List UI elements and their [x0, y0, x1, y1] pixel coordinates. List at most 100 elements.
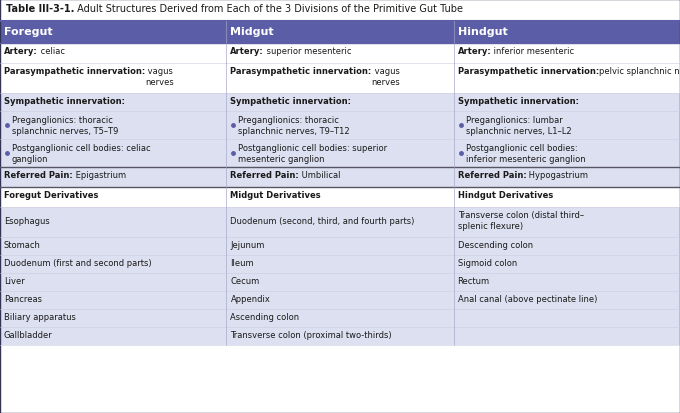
Text: Umbilical: Umbilical [299, 171, 341, 180]
Text: Referred Pain:: Referred Pain: [4, 171, 73, 180]
Text: Midgut Derivatives: Midgut Derivatives [231, 191, 321, 200]
Bar [0, 112, 226, 140]
Text: Jejunum: Jejunum [231, 240, 265, 249]
Bar [454, 168, 680, 188]
Text: vagus
nerves: vagus nerves [372, 67, 401, 87]
Bar [226, 291, 454, 309]
Bar [226, 64, 454, 94]
Text: Hindgut: Hindgut [458, 27, 507, 37]
Text: Foregut Derivatives: Foregut Derivatives [4, 191, 99, 200]
Bar [226, 327, 454, 345]
Bar [0, 291, 226, 309]
Text: Adult Structures Derived from Each of the 3 Divisions of the Primitive Gut Tube: Adult Structures Derived from Each of th… [74, 4, 463, 14]
Bar [226, 309, 454, 327]
Bar [226, 255, 454, 273]
Text: Preganglionics: thoracic
splanchnic nerves, T5–T9: Preganglionics: thoracic splanchnic nerv… [12, 116, 118, 136]
Text: Referred Pain:: Referred Pain: [231, 171, 299, 180]
Bar [0, 94, 226, 112]
Text: Sympathetic innervation:: Sympathetic innervation: [4, 96, 125, 105]
Text: Preganglionics: thoracic
splanchnic nerves, T9–T12: Preganglionics: thoracic splanchnic nerv… [239, 116, 350, 136]
Text: Ileum: Ileum [231, 258, 254, 267]
Text: Artery:: Artery: [458, 47, 492, 56]
Bar [226, 112, 454, 140]
Bar [454, 22, 680, 44]
Text: Pancreas: Pancreas [4, 294, 42, 303]
Text: Stomach: Stomach [4, 240, 41, 249]
Text: inferior mesenteric: inferior mesenteric [492, 47, 575, 56]
Bar [0, 22, 226, 44]
Bar [226, 188, 454, 207]
Text: vagus
nerves: vagus nerves [146, 67, 174, 87]
Bar [0, 140, 226, 168]
Text: Hindgut Derivatives: Hindgut Derivatives [458, 191, 553, 200]
Text: Sigmoid colon: Sigmoid colon [458, 258, 517, 267]
Text: Transverse colon (proximal two-thirds): Transverse colon (proximal two-thirds) [231, 330, 392, 339]
Bar [226, 168, 454, 188]
Bar [0, 168, 226, 188]
Bar [0, 273, 226, 291]
Bar [226, 94, 454, 112]
Text: Referred Pain:: Referred Pain: [458, 171, 526, 180]
Bar [226, 140, 454, 168]
Bar [226, 207, 454, 237]
Bar [454, 273, 680, 291]
Text: superior mesenteric: superior mesenteric [265, 47, 352, 56]
Bar [454, 112, 680, 140]
Text: Rectum: Rectum [458, 276, 490, 285]
Text: Biliary apparatus: Biliary apparatus [4, 312, 76, 321]
Bar [0, 0, 680, 22]
Text: Postganglionic cell bodies: superior
mesenteric ganglion: Postganglionic cell bodies: superior mes… [239, 144, 388, 164]
Text: Ascending colon: Ascending colon [231, 312, 300, 321]
Text: Descending colon: Descending colon [458, 240, 532, 249]
Text: Duodenum (first and second parts): Duodenum (first and second parts) [4, 258, 152, 267]
Text: Esophagus: Esophagus [4, 216, 50, 225]
Bar [0, 188, 226, 207]
Text: Hypogastrium: Hypogastrium [526, 171, 588, 180]
Text: Appendix: Appendix [231, 294, 271, 303]
Bar [454, 207, 680, 237]
Text: Preganglionics: lumbar
splanchnic nerves, L1–L2: Preganglionics: lumbar splanchnic nerves… [466, 116, 571, 136]
Text: celiac: celiac [38, 47, 65, 56]
Text: Epigastrium: Epigastrium [73, 171, 126, 180]
Bar [0, 64, 226, 94]
Bar [454, 291, 680, 309]
Text: Parasympathetic innervation:: Parasympathetic innervation: [4, 67, 146, 76]
Text: Gallbladder: Gallbladder [4, 330, 53, 339]
Text: Cecum: Cecum [231, 276, 260, 285]
Text: Parasympathetic innervation:: Parasympathetic innervation: [458, 67, 599, 87]
Bar [0, 327, 226, 345]
Bar [454, 44, 680, 64]
Text: Parasympathetic innervation:: Parasympathetic innervation: [231, 67, 372, 76]
Text: Sympathetic innervation:: Sympathetic innervation: [231, 96, 352, 105]
Bar [226, 44, 454, 64]
Bar [454, 237, 680, 255]
Text: Artery:: Artery: [231, 47, 265, 56]
Bar [454, 64, 680, 94]
Text: Liver: Liver [4, 276, 24, 285]
Bar [0, 309, 226, 327]
Bar [226, 237, 454, 255]
Text: Transverse colon (distal third–
splenic flexure): Transverse colon (distal third– splenic … [458, 211, 583, 230]
Text: Table III-3-1.: Table III-3-1. [6, 4, 74, 14]
Text: Artery:: Artery: [4, 47, 38, 56]
Bar [454, 188, 680, 207]
Bar [454, 140, 680, 168]
Bar [0, 44, 226, 64]
Bar [454, 255, 680, 273]
Text: Postganglionic cell bodies:
inferior mesenteric ganglion: Postganglionic cell bodies: inferior mes… [466, 144, 585, 164]
Text: Duodenum (second, third, and fourth parts): Duodenum (second, third, and fourth part… [231, 216, 415, 225]
Text: Anal canal (above pectinate line): Anal canal (above pectinate line) [458, 294, 597, 303]
Text: pelvic splanchnic nerves: pelvic splanchnic nerves [599, 67, 680, 76]
Bar [0, 255, 226, 273]
Bar [454, 309, 680, 327]
Text: Foregut: Foregut [4, 27, 52, 37]
Text: Midgut: Midgut [231, 27, 274, 37]
Text: Sympathetic innervation:: Sympathetic innervation: [458, 96, 579, 105]
Text: Postganglionic cell bodies: celiac
ganglion: Postganglionic cell bodies: celiac gangl… [12, 144, 151, 164]
Bar [0, 207, 226, 237]
Bar [454, 327, 680, 345]
Bar [0, 237, 226, 255]
Bar [454, 94, 680, 112]
Bar [226, 22, 454, 44]
Bar [226, 273, 454, 291]
